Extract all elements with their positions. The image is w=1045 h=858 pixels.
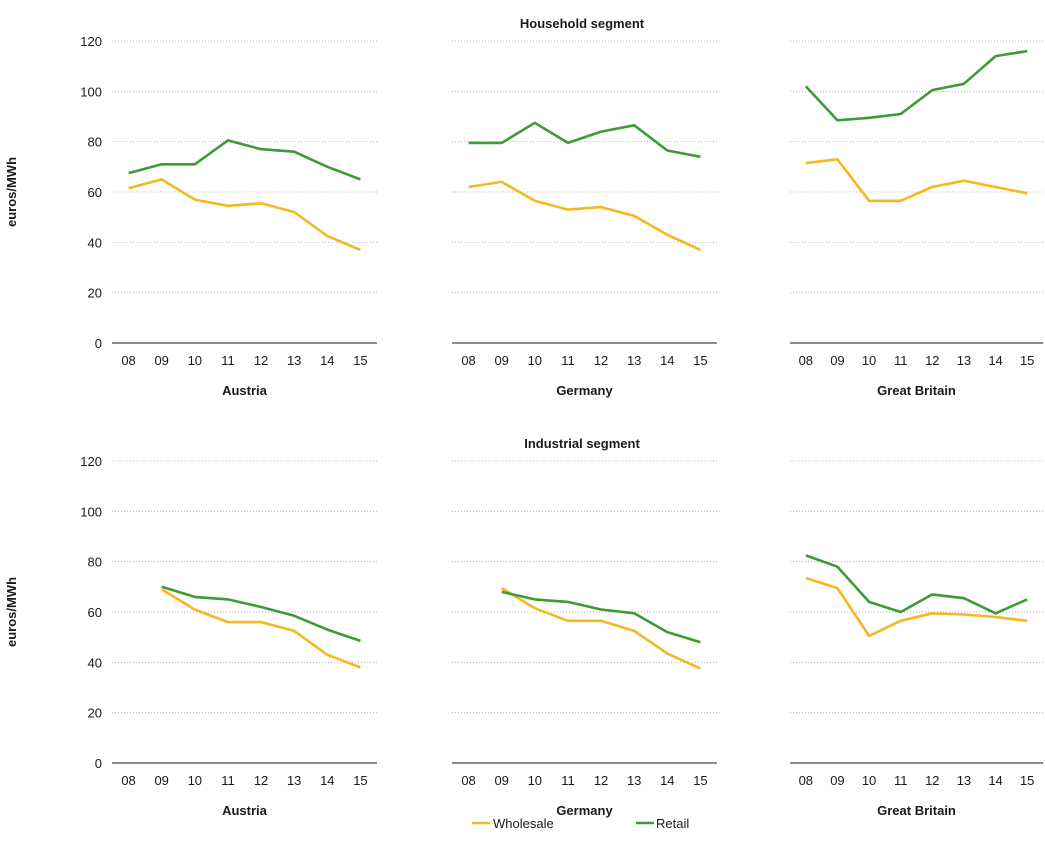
x-tick-label-household-germany: 08 (461, 353, 475, 368)
legend-retail-label: Retail (656, 816, 689, 831)
y-tick-label-household: 0 (95, 336, 102, 351)
series-line-wholesale-industrial-great-britain (805, 576, 1028, 638)
x-tick-label-industrial-great-britain: 15 (1020, 773, 1034, 788)
x-tick-label-household-germany: 13 (627, 353, 641, 368)
y-tick-label-household: 120 (80, 34, 102, 49)
x-tick-label-industrial-germany: 13 (627, 773, 641, 788)
x-tick-label-household-austria: 13 (287, 353, 301, 368)
x-tick-label-household-austria: 08 (121, 353, 135, 368)
segment-title-industrial: Industrial segment (524, 436, 640, 451)
y-tick-label-industrial: 120 (80, 454, 102, 469)
x-tick-label-household-austria: 09 (154, 353, 168, 368)
x-tick-label-household-austria: 12 (254, 353, 268, 368)
series-line-wholesale-household-austria (128, 178, 361, 252)
chart-panel-household-great-britain: 08 09 10 11 12 13 14 15 Great Britain (790, 40, 1043, 398)
y-tick-label-household: 60 (88, 185, 102, 200)
x-tick-label-industrial-austria: 10 (188, 773, 202, 788)
x-tick-label-household-germany: 14 (660, 353, 674, 368)
x-tick-label-industrial-germany: 09 (494, 773, 508, 788)
x-tick-label-household-austria: 14 (320, 353, 334, 368)
x-tick-label-industrial-great-britain: 09 (830, 773, 844, 788)
y-tick-label-industrial: 60 (88, 605, 102, 620)
x-tick-label-household-germany: 10 (528, 353, 542, 368)
y-tick-label-industrial: 80 (88, 555, 102, 570)
x-tick-label-household-germany: 12 (594, 353, 608, 368)
x-tick-label-household-great-britain: 09 (830, 353, 844, 368)
y-tick-label-industrial: 0 (95, 756, 102, 771)
x-tick-label-household-germany: 11 (561, 353, 575, 368)
x-tick-label-household-great-britain: 14 (988, 353, 1002, 368)
x-tick-label-industrial-great-britain: 12 (925, 773, 939, 788)
y-tick-label-household: 80 (88, 135, 102, 150)
country-label-industrial-germany: Germany (556, 803, 613, 818)
chart-panel-industrial-austria: 0 20 40 60 80 100 120 08 09 10 11 12 13 14 15 Austria In… (4, 436, 640, 818)
x-tick-label-household-austria: 11 (221, 353, 235, 368)
country-label-household-germany: Germany (556, 383, 613, 398)
series-line-retail-household-great-britain (804, 49, 1028, 122)
x-tick-label-household-great-britain: 10 (862, 353, 876, 368)
y-tick-label-industrial: 100 (80, 504, 102, 519)
x-tick-label-household-great-britain: 15 (1020, 353, 1034, 368)
country-label-industrial-great-britain: Great Britain (877, 803, 956, 818)
y-tick-label-household: 20 (88, 286, 102, 301)
legend-wholesale-label: Wholesale (493, 816, 554, 831)
segment-title-household: Household segment (520, 16, 645, 31)
series-line-retail-industrial-great-britain (805, 554, 1028, 615)
series-line-retail-industrial-austria (161, 585, 361, 643)
x-tick-label-industrial-austria: 09 (154, 773, 168, 788)
x-tick-label-household-great-britain: 08 (799, 353, 813, 368)
country-label-household-great-britain: Great Britain (877, 383, 956, 398)
x-tick-label-industrial-great-britain: 13 (957, 773, 971, 788)
y-tick-label-industrial: 20 (88, 706, 102, 721)
x-tick-label-household-great-britain: 12 (925, 353, 939, 368)
y-tick-label-household: 100 (80, 84, 102, 99)
x-tick-label-industrial-great-britain: 08 (799, 773, 813, 788)
legend: Wholesale Retail (472, 816, 689, 831)
series-line-wholesale-household-germany (468, 180, 701, 252)
y-axis-label-industrial: euros/MWh (4, 577, 19, 647)
x-tick-label-household-great-britain: 11 (894, 353, 908, 368)
y-tick-label-household: 40 (88, 235, 102, 250)
series-line-retail-industrial-germany (501, 590, 701, 644)
x-tick-label-industrial-germany: 08 (461, 773, 475, 788)
x-tick-label-industrial-great-britain: 11 (894, 773, 908, 788)
series-line-retail-household-germany (468, 121, 701, 159)
x-tick-label-industrial-austria: 08 (121, 773, 135, 788)
country-label-household-austria: Austria (222, 383, 268, 398)
x-tick-label-industrial-germany: 12 (594, 773, 608, 788)
x-tick-label-household-germany: 09 (494, 353, 508, 368)
series-line-wholesale-industrial-germany (501, 586, 701, 670)
x-tick-label-household-great-britain: 13 (957, 353, 971, 368)
chart-panel-household-germany: 08 09 10 11 12 13 14 15 Germany (452, 40, 717, 398)
chart-panel-industrial-great-britain: 08 09 10 11 12 13 14 15 Great Britain (790, 460, 1043, 818)
country-label-industrial-austria: Austria (222, 803, 268, 818)
x-tick-label-industrial-germany: 10 (528, 773, 542, 788)
x-tick-label-industrial-austria: 15 (353, 773, 367, 788)
y-tick-label-industrial: 40 (88, 655, 102, 670)
chart-panel-industrial-germany: 08 09 10 11 12 13 14 15 Germany (452, 460, 717, 818)
x-tick-label-household-austria: 10 (188, 353, 202, 368)
series-line-retail-household-austria (128, 139, 361, 181)
x-tick-label-industrial-germany: 15 (693, 773, 707, 788)
x-tick-label-industrial-austria: 12 (254, 773, 268, 788)
x-tick-label-industrial-austria: 13 (287, 773, 301, 788)
y-axis-label-household: euros/MWh (4, 157, 19, 227)
x-tick-label-household-austria: 15 (353, 353, 367, 368)
x-tick-label-industrial-great-britain: 14 (988, 773, 1002, 788)
x-tick-label-industrial-austria: 11 (221, 773, 235, 788)
x-tick-label-industrial-germany: 14 (660, 773, 674, 788)
series-line-wholesale-household-great-britain (805, 158, 1028, 203)
x-tick-label-industrial-great-britain: 10 (862, 773, 876, 788)
chart-panel-household-austria: 0 20 40 60 80 100 120 08 09 10 11 12 13 14 15 Austria Ho… (4, 16, 645, 398)
x-tick-label-household-germany: 15 (693, 353, 707, 368)
series-line-wholesale-industrial-austria (161, 588, 361, 669)
x-tick-label-industrial-germany: 11 (561, 773, 575, 788)
x-tick-label-industrial-austria: 14 (320, 773, 334, 788)
